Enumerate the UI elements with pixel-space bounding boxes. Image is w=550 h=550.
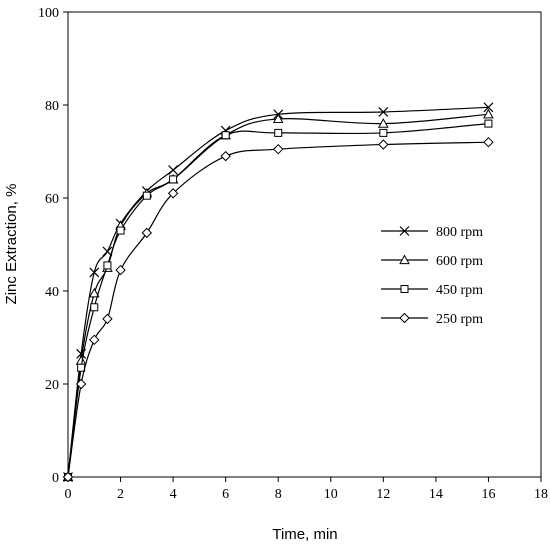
series-800-rpm [63, 102, 494, 482]
point-450-rpm-9 [379, 128, 388, 137]
point-450-rpm-2 [90, 303, 99, 312]
point-450-rpm-6 [169, 175, 178, 184]
legend-marker-600-rpm [399, 254, 410, 265]
y-tick-label-100: 100 [38, 6, 59, 21]
x-tick-label-16: 16 [481, 487, 495, 502]
series-line-600-rpm [67, 113, 489, 478]
legend-marker-450-rpm [400, 285, 409, 293]
point-250-rpm-10 [483, 136, 494, 148]
point-600-rpm-10 [483, 108, 494, 119]
point-600-rpm-9 [377, 118, 389, 128]
series-600-rpm [62, 108, 494, 482]
series-450-rpm [64, 119, 493, 481]
point-600-rpm-2 [88, 287, 100, 298]
y-tick-label-60: 60 [45, 192, 59, 207]
point-450-rpm-7 [221, 131, 230, 140]
plot-border [67, 11, 542, 478]
point-250-rpm-4 [115, 264, 126, 276]
point-250-rpm-2 [89, 334, 100, 346]
legend-label-250-rpm: 250 rpm [436, 312, 483, 327]
point-450-rpm-3 [103, 261, 112, 270]
x-tick-label-2: 2 [117, 487, 124, 502]
point-250-rpm-0 [62, 471, 74, 483]
point-450-rpm-8 [274, 128, 283, 137]
x-tick-label-12: 12 [376, 487, 390, 502]
legend-label-450-rpm: 450 rpm [436, 283, 483, 298]
series-250-rpm [62, 136, 494, 483]
y-tick-label-40: 40 [45, 285, 59, 300]
legend-item-450-rpm: 450 rpm [381, 283, 483, 298]
x-tick-label-8: 8 [275, 487, 282, 502]
point-450-rpm-5 [142, 191, 151, 200]
point-250-rpm-9 [378, 139, 389, 150]
x-tick-label-18: 18 [534, 487, 548, 502]
point-250-rpm-3 [102, 313, 113, 325]
x-tick-label-10: 10 [324, 487, 338, 502]
point-800-rpm-10 [483, 102, 494, 113]
point-450-rpm-10 [484, 119, 493, 128]
point-250-rpm-7 [220, 150, 231, 162]
x-tick-label-4: 4 [170, 487, 177, 502]
legend-label-800-rpm: 800 rpm [436, 225, 483, 240]
y-tick-label-20: 20 [45, 378, 59, 393]
x-axis-label: Time, min [272, 526, 337, 543]
legend-item-600-rpm: 600 rpm [381, 254, 483, 269]
point-800-rpm-2 [89, 267, 100, 278]
y-tick-label-0: 0 [52, 471, 59, 486]
y-axis-label: Zinc Extraction, % [3, 184, 20, 305]
point-250-rpm-8 [273, 143, 284, 155]
x-tick-label-0: 0 [65, 487, 72, 502]
point-450-rpm-1 [77, 363, 86, 372]
point-450-rpm-4 [116, 226, 125, 235]
legend-item-250-rpm: 250 rpm [381, 312, 483, 327]
point-800-rpm-6 [168, 165, 179, 176]
legend-label-600-rpm: 600 rpm [436, 254, 483, 269]
legend-marker-800-rpm [399, 226, 410, 236]
point-600-rpm-8 [272, 113, 284, 124]
y-axis: 0 20 40 60 80 100 [38, 6, 68, 486]
x-tick-label-6: 6 [222, 487, 229, 502]
plot-frame [67, 11, 542, 478]
x-tick-label-14: 14 [429, 487, 443, 502]
legend-marker-250-rpm [399, 312, 410, 324]
series-line-250-rpm [67, 141, 489, 478]
point-800-rpm-9 [378, 107, 389, 117]
legend: 800 rpm 600 rpm 450 rpm 250 rpm [381, 225, 483, 327]
y-tick-label-80: 80 [45, 99, 59, 114]
point-250-rpm-1 [75, 378, 87, 390]
point-250-rpm-6 [167, 188, 179, 199]
legend-item-800-rpm: 800 rpm [381, 225, 483, 240]
series-layer [62, 102, 494, 483]
point-250-rpm-5 [141, 227, 153, 239]
x-axis: 0 2 4 6 8 10 12 14 16 18 [65, 477, 548, 502]
series-line-450-rpm [67, 123, 489, 478]
series-line-800-rpm [67, 106, 489, 478]
